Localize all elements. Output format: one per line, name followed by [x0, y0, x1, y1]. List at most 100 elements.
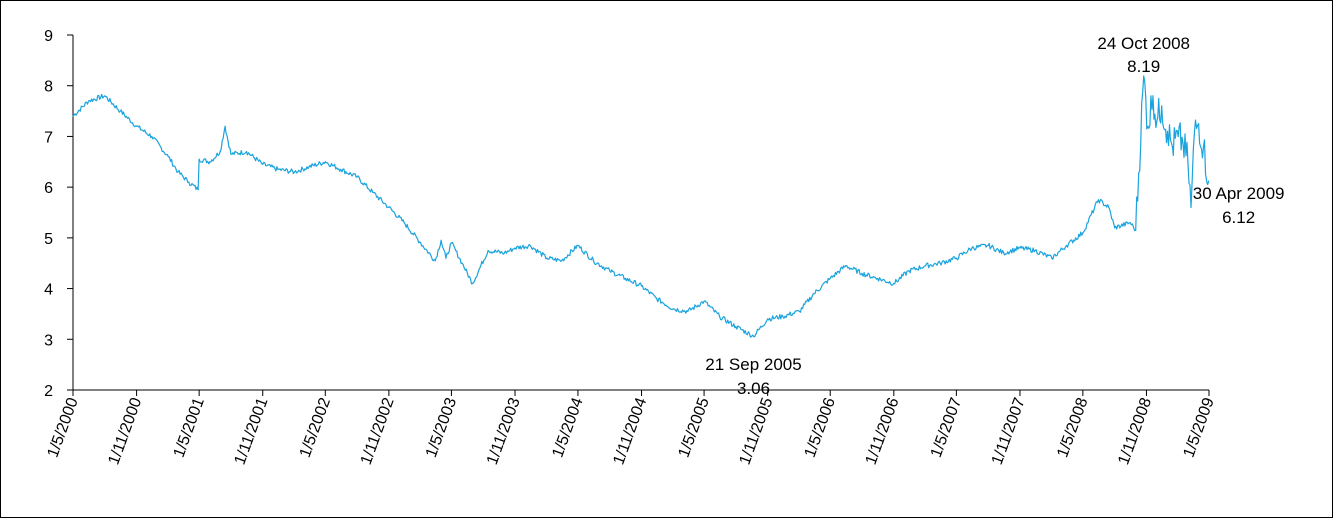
data-point — [209, 161, 211, 163]
x-tick-label: 1/5/2007 — [928, 395, 965, 459]
data-point — [388, 206, 390, 209]
data-series — [72, 75, 1210, 338]
x-tick-label: 1/5/2000 — [44, 395, 81, 459]
data-point — [529, 244, 531, 247]
y-tick-label: 2 — [44, 383, 53, 400]
data-point — [1066, 244, 1068, 247]
y-tick-label: 6 — [44, 180, 53, 197]
data-point — [224, 125, 226, 127]
data-point — [925, 265, 927, 267]
data-point — [277, 168, 279, 170]
data-point — [119, 110, 121, 112]
y-tick-label: 9 — [44, 28, 53, 45]
data-point — [514, 247, 516, 249]
data-point — [939, 262, 941, 264]
data-point — [813, 293, 815, 295]
data-point — [403, 222, 405, 224]
data-point — [955, 257, 957, 259]
data-point — [1019, 247, 1021, 249]
data-point — [188, 181, 190, 183]
data-point — [1097, 199, 1100, 201]
annotation-date: 24 Oct 2008 — [1097, 34, 1190, 53]
data-point — [1190, 206, 1192, 209]
data-point — [308, 166, 310, 168]
data-point — [293, 171, 296, 173]
data-point — [1198, 123, 1200, 125]
data-point — [262, 163, 264, 165]
data-point — [471, 282, 474, 285]
y-axis-ticks: 2 3 4 5 6 7 8 9 — [44, 28, 73, 400]
data-point — [1177, 135, 1179, 138]
x-tick-label: 1/5/2005 — [676, 395, 713, 459]
data-point — [987, 244, 989, 247]
data-point — [356, 176, 358, 178]
data-point — [876, 277, 879, 280]
data-point — [1108, 206, 1110, 209]
annotation-date: 30 Apr 2009 — [1193, 184, 1285, 203]
data-point — [1156, 120, 1158, 122]
annotation-value: 6.12 — [1222, 208, 1255, 227]
data-point — [592, 260, 595, 262]
data-point — [1166, 130, 1169, 132]
data-point — [1003, 252, 1005, 254]
data-point — [72, 115, 74, 117]
data-point — [1135, 229, 1137, 231]
data-point — [640, 285, 643, 287]
data-point — [1161, 105, 1163, 107]
x-tick-label: 1/11/2004 — [610, 395, 650, 467]
x-axis-ticks: 1/5/2000 1/11/2000 1/5/2001 1/11/2001 1/5/20… — [44, 390, 1218, 467]
annotations: 24 Oct 2008 8.19 21 Sep 2005 3.06 30 Apr 200… — [705, 34, 1284, 398]
series-line — [72, 75, 1210, 338]
x-tick-label: 1/5/2008 — [1054, 395, 1091, 459]
data-point — [1129, 222, 1131, 224]
data-point — [577, 244, 579, 247]
y-tick-label: 7 — [44, 129, 53, 146]
y-tick-label: 8 — [44, 79, 53, 96]
annotation-value: 3.06 — [737, 379, 770, 398]
data-point — [445, 257, 447, 259]
data-point — [687, 310, 689, 312]
chart-axes — [72, 35, 1209, 391]
data-point — [893, 282, 895, 285]
data-point — [230, 153, 232, 155]
x-tick-label: 1/5/2006 — [802, 395, 839, 459]
data-point — [845, 265, 847, 267]
data-point — [198, 158, 200, 160]
y-tick-label: 4 — [44, 282, 53, 299]
data-point — [104, 95, 106, 97]
x-tick-label: 1/11/2006 — [863, 395, 903, 467]
data-point — [861, 272, 863, 274]
x-tick-label: 1/5/2001 — [171, 395, 208, 459]
x-tick-label: 1/11/2002 — [358, 395, 398, 467]
x-tick-label: 1/11/2005 — [737, 395, 777, 467]
data-point — [450, 242, 453, 244]
data-point — [503, 252, 505, 254]
x-tick-label: 1/5/2009 — [1180, 395, 1217, 459]
x-tick-label: 1/11/2003 — [484, 395, 524, 467]
data-point — [735, 326, 737, 328]
y-tick-label: 3 — [44, 332, 53, 349]
data-point — [151, 135, 153, 138]
data-point — [1034, 249, 1036, 252]
data-point — [461, 262, 463, 264]
data-point — [971, 247, 973, 249]
data-point — [782, 315, 784, 318]
data-point — [1187, 161, 1189, 163]
data-point — [1202, 145, 1205, 148]
data-point — [372, 191, 374, 193]
data-point — [624, 277, 626, 280]
data-point — [703, 300, 705, 302]
data-point — [87, 100, 90, 102]
data-point — [1208, 180, 1210, 182]
data-point — [767, 318, 769, 320]
data-point — [1051, 257, 1053, 259]
data-point — [829, 277, 831, 280]
x-tick-label: 1/11/2008 — [1115, 395, 1155, 467]
data-point — [420, 242, 422, 244]
annotation-date: 21 Sep 2005 — [705, 355, 801, 374]
data-point — [197, 189, 199, 191]
data-point — [245, 151, 248, 153]
x-tick-label: 1/11/2007 — [989, 395, 1029, 467]
data-point — [1114, 227, 1116, 229]
